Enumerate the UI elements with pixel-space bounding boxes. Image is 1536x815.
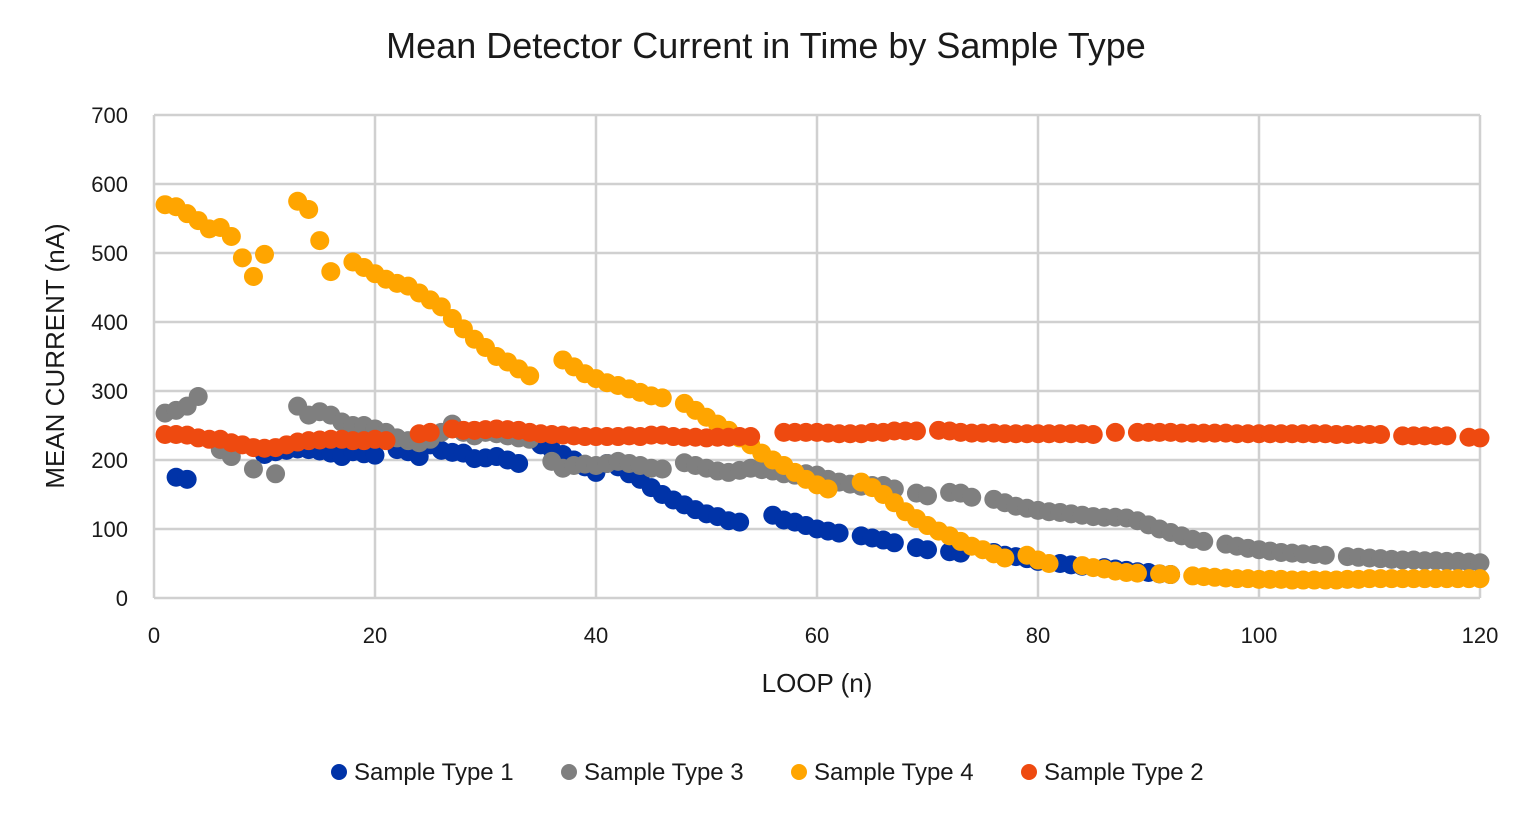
y-tick-label: 200: [91, 448, 128, 473]
x-tick-label: 120: [1462, 623, 1499, 648]
data-point: [918, 540, 937, 560]
legend-marker: [791, 764, 807, 780]
data-point: [962, 487, 982, 507]
data-point: [255, 244, 274, 264]
data-point: [1127, 563, 1147, 583]
data-point: [310, 231, 330, 251]
data-point: [1470, 428, 1490, 448]
data-point: [652, 388, 672, 408]
data-point: [918, 486, 937, 506]
x-tick-label: 100: [1241, 623, 1278, 648]
data-point: [221, 226, 241, 246]
data-point: [243, 266, 263, 286]
x-tick-label: 40: [584, 623, 608, 648]
y-tick-label: 500: [91, 241, 128, 266]
data-point: [1105, 422, 1125, 442]
y-tick-label: 700: [91, 103, 128, 128]
x-axis-label: LOOP (n): [762, 668, 873, 698]
data-point: [509, 453, 529, 473]
y-axis-label: MEAN CURRENT (nA): [40, 223, 70, 488]
x-axis-ticks: 0 20 40 60 80 100 120: [148, 623, 1498, 648]
data-point: [818, 479, 838, 499]
legend-label: Sample Type 3: [584, 759, 744, 786]
data-point: [243, 459, 263, 479]
legend-label: Sample Type 4: [814, 759, 974, 786]
data-point: [1194, 531, 1214, 551]
legend-marker: [1021, 764, 1037, 780]
data-point: [829, 523, 849, 543]
series-4: [155, 419, 1490, 458]
y-tick-label: 0: [116, 586, 128, 611]
y-axis-ticks: 0 100 200 300 400 500 600 700: [91, 103, 128, 611]
data-point: [1371, 424, 1391, 444]
data-point: [420, 422, 440, 442]
chart-title: Mean Detector Current in Time by Sample …: [386, 25, 1146, 66]
data-point: [376, 431, 396, 451]
legend-marker: [561, 764, 577, 780]
data-point: [1083, 424, 1103, 444]
x-tick-label: 20: [363, 623, 387, 648]
data-point: [232, 248, 252, 268]
data-point: [1470, 569, 1490, 589]
data-point: [188, 387, 208, 407]
y-tick-label: 300: [91, 379, 128, 404]
data-series: [155, 191, 1490, 590]
data-point: [520, 366, 540, 386]
x-tick-label: 60: [805, 623, 829, 648]
data-point: [906, 421, 926, 441]
data-point: [884, 533, 904, 553]
legend: Sample Type 1 Sample Type 3 Sample Type 4 S…: [331, 759, 1204, 786]
data-point: [652, 459, 672, 479]
data-point: [995, 548, 1015, 568]
y-tick-label: 600: [91, 172, 128, 197]
data-point: [299, 200, 319, 220]
legend-label: Sample Type 1: [354, 759, 514, 786]
data-point: [1039, 554, 1059, 573]
y-tick-label: 100: [91, 517, 128, 542]
data-point: [1315, 545, 1335, 565]
data-point: [1437, 426, 1457, 446]
data-point: [321, 262, 341, 282]
x-tick-label: 80: [1026, 623, 1050, 648]
data-point: [365, 445, 385, 465]
data-point: [730, 512, 750, 532]
legend-marker: [331, 764, 347, 780]
data-point: [741, 427, 761, 447]
legend-label: Sample Type 2: [1044, 759, 1204, 786]
series-3: [155, 191, 1490, 590]
y-tick-label: 400: [91, 310, 128, 335]
data-point: [177, 469, 197, 489]
data-point: [266, 464, 286, 484]
data-point: [1470, 553, 1490, 573]
data-point: [1161, 565, 1181, 585]
x-tick-label: 0: [148, 623, 160, 648]
